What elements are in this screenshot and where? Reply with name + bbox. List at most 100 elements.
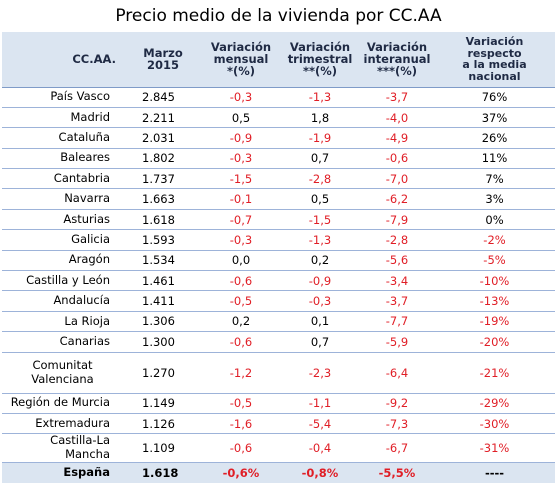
region-cell: Canarias	[59, 333, 110, 348]
annual-change-cell: -9,2	[385, 396, 409, 411]
monthly-change-cell: -0,3	[229, 232, 253, 247]
price-cell: 1.300	[142, 334, 175, 349]
national-diff-cell: -30%	[479, 416, 510, 431]
quarterly-change-cell: -0,9	[308, 273, 332, 288]
national-diff-cell: -29%	[479, 396, 510, 411]
header-national-line1: Variación respecto	[465, 35, 524, 60]
annual-change-cell: -4,0	[385, 110, 409, 125]
table-row: Baleares 1.802 -0,3 0,7 -0,6 11%	[2, 148, 555, 169]
annual-change-cell: -0,6	[385, 151, 409, 166]
table-row: Comunitat Valenciana 1.270 -1,2 -2,3 -6,4 -21%	[2, 352, 555, 394]
price-cell: 1.126	[142, 416, 175, 431]
quarterly-change-cell: -2,8	[308, 171, 332, 186]
national-diff-cell: 3%	[485, 192, 504, 207]
region-cell: País Vasco	[50, 89, 110, 104]
region-cell: Comunitat Valenciana	[2, 352, 124, 393]
table-row: Madrid 2.211 0,5 1,8 -4,0 37%	[2, 107, 555, 128]
header-national-line2: a la media nacional	[462, 58, 527, 83]
quarterly-change-cell: 0,7	[310, 151, 330, 166]
table-row: Navarra 1.663 -0,1 0,5 -6,2 3%	[2, 189, 555, 210]
price-cell: 2.211	[142, 110, 175, 125]
price-cell: 1.270	[142, 365, 175, 380]
national-diff-cell: -21%	[479, 365, 510, 380]
header-quarterly-line1: Variación	[289, 40, 351, 55]
header-region: CC.AA.	[2, 32, 124, 87]
region-cell: Cantabria	[53, 170, 110, 185]
monthly-change-cell: -0,6	[229, 273, 253, 288]
price-cell: 1.306	[142, 314, 175, 329]
national-diff-cell: -2%	[483, 232, 506, 247]
region-cell: Andalucía	[53, 293, 110, 308]
quarterly-change-cell: -0,4	[308, 441, 332, 456]
monthly-change-cell: -1,5	[229, 171, 253, 186]
national-diff-cell: -13%	[479, 294, 510, 309]
total-row: España 1.618 -0,6% -0,8% -5,5% ----	[2, 462, 555, 483]
monthly-change-cell: 0,2	[231, 314, 251, 329]
monthly-change-cell: -0,3	[229, 151, 253, 166]
region-cell: Baleares	[60, 150, 110, 165]
region-cell: La Rioja	[64, 313, 110, 328]
region-cell: Asturias	[63, 211, 110, 226]
annual-change-cell: -4,9	[385, 130, 409, 145]
region-cell: Región de Murcia	[10, 395, 110, 410]
table-row: Castilla y León 1.461 -0,6 -0,9 -3,4 -10%	[2, 271, 555, 291]
price-cell: 1.109	[142, 441, 175, 456]
header-monthly-line3: *(%)	[226, 64, 256, 79]
national-diff-cell: 76%	[481, 90, 508, 105]
annual-change-cell: -3,4	[385, 273, 409, 288]
total-national-cell: ----	[484, 465, 505, 480]
table-header-row: CC.AA. Marzo 2015 Variación mensual *(%)…	[2, 32, 555, 87]
monthly-change-cell: -0,5	[229, 396, 253, 411]
region-cell: Aragón	[68, 252, 110, 267]
annual-change-cell: -3,7	[385, 90, 409, 105]
table-row: Cataluña 2.031 -0,9 -1,9 -4,9 26%	[2, 128, 555, 149]
total-price-cell: 1.618	[142, 465, 179, 480]
region-cell: Castilla-La Mancha	[50, 433, 110, 462]
quarterly-change-cell: 0,1	[310, 314, 330, 329]
header-annual-line3: ***(%)	[376, 64, 418, 79]
header-monthly-line2: mensual	[213, 52, 269, 67]
monthly-change-cell: -0,1	[229, 192, 253, 207]
region-cell: Extremadura	[35, 415, 110, 430]
quarterly-change-cell: -5,4	[308, 416, 332, 431]
table-row: Andalucía 1.411 -0,5 -0,3 -3,7 -13%	[2, 291, 555, 312]
national-diff-cell: -19%	[479, 314, 510, 329]
national-diff-cell: -20%	[479, 334, 510, 349]
table-row: País Vasco 2.845 -0,3 -1,3 -3,7 76%	[2, 87, 555, 108]
header-annual-line2: interanual	[363, 52, 431, 67]
region-cell: Navarra	[64, 191, 110, 206]
quarterly-change-cell: 0,7	[310, 334, 330, 349]
national-diff-cell: 11%	[481, 151, 508, 166]
header-monthly: Variación mensual *(%)	[202, 32, 280, 87]
annual-change-cell: -6,7	[385, 441, 409, 456]
monthly-change-cell: -1,6	[229, 416, 253, 431]
annual-change-cell: -7,7	[385, 314, 409, 329]
monthly-change-cell: -0,6	[229, 441, 253, 456]
region-cell: Castilla y León	[26, 272, 110, 287]
price-cell: 1.802	[142, 151, 175, 166]
header-quarterly-line2: trimestral	[287, 52, 353, 67]
price-cell: 1.618	[142, 212, 175, 227]
national-diff-cell: 37%	[481, 110, 508, 125]
header-national: Variación respecto a la media nacional	[434, 32, 555, 87]
region-cell-line2: Valenciana	[31, 371, 94, 386]
total-quarterly-cell: -0,8%	[301, 465, 339, 480]
annual-change-cell: -3,7	[385, 294, 409, 309]
table-row: Asturias 1.618 -0,7 -1,5 -7,9 0%	[2, 209, 555, 230]
table-row: Castilla-La Mancha 1.109 -0,6 -0,4 -6,7 -31%	[2, 434, 555, 463]
price-cell: 1.737	[142, 171, 175, 186]
price-cell: 1.461	[142, 273, 175, 288]
national-diff-cell: 7%	[485, 171, 504, 186]
monthly-change-cell: -0,7	[229, 212, 253, 227]
price-cell: 1.663	[142, 192, 175, 207]
table-row: Cantabria 1.737 -1,5 -2,8 -7,0 7%	[2, 169, 555, 189]
quarterly-change-cell: -1,1	[308, 396, 332, 411]
header-annual-line1: Variación	[366, 40, 428, 55]
annual-change-cell: -7,0	[385, 171, 409, 186]
monthly-change-cell: -0,9	[229, 130, 253, 145]
total-monthly-cell: -0,6%	[222, 465, 260, 480]
total-region-cell: España	[63, 465, 110, 479]
quarterly-change-cell: -1,5	[308, 212, 332, 227]
quarterly-change-cell: -0,3	[308, 294, 332, 309]
monthly-change-cell: -0,5	[229, 294, 253, 309]
